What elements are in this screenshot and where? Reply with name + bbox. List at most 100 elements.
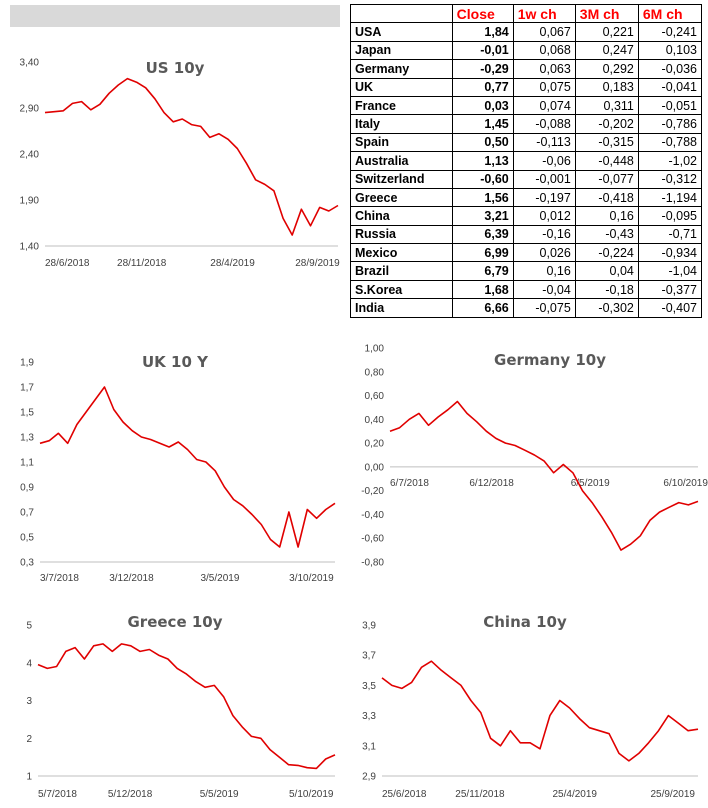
y-tick-label: 0,3 [20, 558, 34, 569]
x-tick-label: 6/10/2019 [663, 478, 708, 489]
y-tick-label: 1,9 [20, 358, 34, 369]
cell-3m-change: -0,224 [574, 243, 639, 263]
cell-country: China [350, 206, 453, 226]
x-tick-label: 28/6/2018 [45, 258, 90, 269]
cell-close: 0,77 [451, 77, 514, 97]
cell-country: Russia [350, 224, 453, 245]
y-tick-label: 3,3 [362, 711, 376, 722]
header-close: Close [451, 3, 514, 24]
cell-country: India [350, 298, 453, 318]
cell-3m-change: 0,16 [574, 206, 639, 226]
y-tick-label: 1,40 [20, 242, 40, 253]
x-tick-label: 6/12/2018 [469, 478, 514, 489]
table-row: Switzerland -0,60 -0,001 -0,077 -0,312 [350, 169, 703, 189]
y-tick-label: 1,3 [20, 433, 34, 444]
cell-6m-change: -0,934 [637, 243, 703, 263]
cell-6m-change: -1,02 [637, 151, 703, 171]
cell-1w-change: -0,06 [512, 151, 576, 171]
y-tick-label: 1,90 [20, 196, 40, 207]
x-tick-label: 25/9/2019 [650, 789, 695, 800]
series-line-cn [381, 660, 699, 762]
y-tick-label: 3,9 [362, 621, 376, 632]
cell-country: UK [350, 77, 453, 97]
cell-3m-change: -0,302 [574, 298, 639, 318]
y-tick-label: 2,40 [20, 150, 40, 161]
cell-country: Australia [350, 151, 453, 171]
chart-title: Germany 10y [494, 351, 606, 369]
table-row: Australia 1,13 -0,06 -0,448 -1,02 [350, 151, 703, 171]
table-row: Mexico 6,99 0,026 -0,224 -0,934 [350, 243, 703, 263]
y-tick-label: 0,80 [365, 367, 385, 378]
cell-3m-change: 0,183 [574, 77, 639, 97]
cell-1w-change: -0,197 [512, 187, 576, 208]
y-tick-label: 0,00 [365, 462, 385, 473]
cell-1w-change: 0,012 [512, 206, 576, 226]
cell-6m-change: 0,103 [637, 40, 703, 61]
x-tick-label: 28/11/2018 [117, 258, 167, 269]
cell-close: 6,79 [451, 261, 514, 281]
cell-3m-change: -0,448 [574, 151, 639, 171]
cell-3m-change: 0,247 [574, 40, 639, 61]
series-line-us [44, 77, 339, 236]
cell-close: -0,60 [451, 169, 514, 189]
cell-6m-change: -0,377 [637, 279, 703, 300]
cell-6m-change: -0,71 [637, 224, 703, 245]
y-tick-label: 0,20 [365, 439, 385, 450]
cell-6m-change: -0,407 [637, 298, 703, 318]
table-row: India 6,66 -0,075 -0,302 -0,407 [350, 298, 703, 318]
cell-1w-change: -0,075 [512, 298, 576, 318]
table-row: France 0,03 0,074 0,311 -0,051 [350, 95, 703, 116]
cell-3m-change: 0,221 [574, 22, 639, 42]
y-tick-label: 1,00 [365, 344, 385, 355]
y-tick-label: 2 [26, 734, 32, 745]
y-tick-label: 0,5 [20, 533, 34, 544]
table-row: Brazil 6,79 0,16 0,04 -1,04 [350, 261, 703, 281]
y-tick-label: 1,7 [20, 383, 34, 394]
table-row: Greece 1,56 -0,197 -0,418 -1,194 [350, 187, 703, 208]
y-tick-label: -0,40 [361, 510, 384, 521]
cell-3m-change: -0,315 [574, 132, 639, 153]
cell-country: Mexico [350, 243, 453, 263]
cell-6m-change: -0,041 [637, 77, 703, 97]
cell-close: 3,21 [451, 206, 514, 226]
cell-country: Greece [350, 187, 453, 208]
cell-country: Japan [350, 40, 453, 61]
header-1w-change: 1w ch [512, 3, 576, 24]
y-tick-label: 0,9 [20, 483, 34, 494]
header-country [350, 3, 453, 24]
x-tick-label: 6/7/2018 [390, 478, 429, 489]
cell-6m-change: -0,036 [637, 59, 703, 79]
chart-uk-10y: UK 10 Y 1,9 1,7 1,5 1,3 1,1 0,9 0,7 0,5 0,3 3/7/20… [0, 340, 345, 585]
cell-3m-change: -0,18 [574, 279, 639, 300]
y-tick-label: -0,80 [361, 558, 384, 569]
cell-close: 1,84 [451, 22, 514, 42]
header-band [10, 5, 340, 27]
cell-country: France [350, 95, 453, 116]
cell-3m-change: -0,202 [574, 114, 639, 134]
cell-6m-change: -1,194 [637, 187, 703, 208]
x-tick-label: 25/6/2018 [382, 789, 427, 800]
y-tick-label: 3 [26, 696, 32, 707]
cell-6m-change: -0,312 [637, 169, 703, 189]
cell-1w-change: 0,074 [512, 95, 576, 116]
cell-country: Spain [350, 132, 453, 153]
chart-germany-10y-svg: Germany 10y 1,00 0,80 0,60 0,40 0,20 0,00 -0,20… [361, 344, 708, 569]
cell-country: S.Korea [350, 279, 453, 300]
cell-1w-change: -0,16 [512, 224, 576, 245]
y-tick-label: -0,20 [361, 486, 384, 497]
cell-close: -0,29 [451, 59, 514, 79]
y-tick-label: 2,9 [362, 772, 376, 783]
chart-title: US 10y [146, 59, 205, 77]
cell-3m-change: -0,43 [574, 224, 639, 245]
cell-1w-change: -0,113 [512, 132, 576, 153]
x-tick-label: 3/5/2019 [200, 573, 239, 584]
cell-1w-change: -0,001 [512, 169, 576, 189]
cell-1w-change: 0,063 [512, 59, 576, 79]
chart-us-10y: US 10y 3,40 2,90 2,40 1,90 1,40 28/6/2018 28/11… [0, 40, 345, 280]
chart-china-10y-svg: China 10y 3,9 3,7 3,5 3,3 3,1 2,9 25/6/2018 25/1… [362, 613, 699, 800]
chart-title: Greece 10y [128, 613, 223, 631]
cell-3m-change: -0,418 [574, 187, 639, 208]
table-row: Russia 6,39 -0,16 -0,43 -0,71 [350, 224, 703, 245]
cell-6m-change: -0,786 [637, 114, 703, 134]
cell-close: 0,50 [451, 132, 514, 153]
